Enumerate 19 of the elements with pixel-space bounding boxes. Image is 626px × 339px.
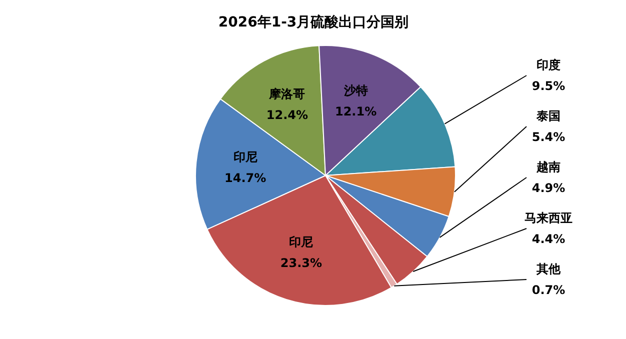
slice-label: 沙特 bbox=[342, 83, 368, 98]
slice-label: 其他 bbox=[536, 262, 562, 276]
data-label: 14.7% bbox=[224, 170, 266, 185]
data-label: 12.4% bbox=[266, 108, 308, 122]
slice-label: 印尼 bbox=[233, 150, 258, 164]
data-label: 12.1% bbox=[334, 104, 377, 118]
slice-label: 泰国 bbox=[536, 109, 560, 123]
chart-title: 2026年1-3月硫酸出口分国别 bbox=[218, 14, 409, 30]
slice-label: 马来西亚 bbox=[524, 211, 572, 225]
slice-label: 印尼 bbox=[289, 234, 314, 249]
data-label: 4.4% bbox=[532, 232, 566, 246]
slice-label: 摩洛哥 bbox=[268, 87, 306, 102]
data-label: 4.9% bbox=[532, 181, 566, 195]
data-label: 5.4% bbox=[532, 130, 566, 144]
slice-label: 越南 bbox=[536, 160, 560, 174]
data-label: 9.5% bbox=[532, 79, 566, 93]
data-label: 0.7% bbox=[532, 283, 566, 297]
data-label: 23.3% bbox=[280, 256, 322, 270]
slice-label: 印度 bbox=[536, 58, 560, 72]
